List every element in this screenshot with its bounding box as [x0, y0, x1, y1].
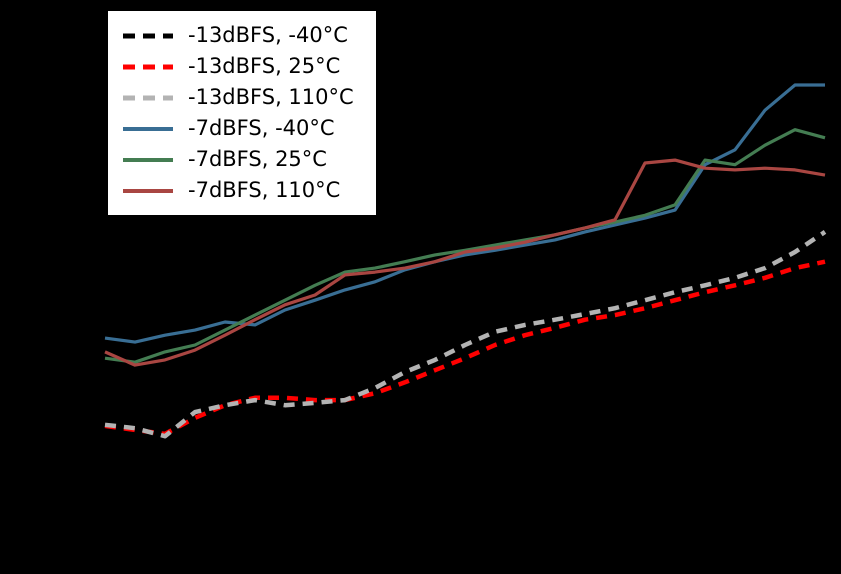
legend-item-label: -13dBFS, 25°C [188, 54, 341, 78]
series-line-13dbfs-n40c [104, 228, 827, 435]
legend-line-swatch-icon [123, 33, 173, 38]
legend-line-swatch-icon [123, 95, 173, 100]
legend-item-7dbfs-25c: -7dBFS, 25°C [122, 144, 354, 175]
legend-line-swatch-icon [123, 157, 173, 162]
legend-item-label: -7dBFS, 25°C [188, 147, 327, 171]
legend-item-7dbfs-110c: -7dBFS, 110°C [122, 175, 354, 206]
legend-item-13dbfs-25c: -13dBFS, 25°C [122, 51, 354, 82]
legend-line-swatch-icon [123, 64, 173, 69]
legend-item-7dbfs-n40c: -7dBFS, -40°C [122, 113, 354, 144]
series-line-7dbfs-25c [104, 128, 826, 364]
legend: -13dBFS, -40°C -13dBFS, 25°C -13dBFS, 110°… [107, 10, 377, 216]
series-line-7dbfs-n40c [104, 83, 825, 344]
legend-line-swatch-icon [123, 126, 173, 131]
legend-item-label: -7dBFS, 110°C [188, 178, 341, 202]
legend-item-label: -7dBFS, -40°C [188, 116, 335, 140]
legend-item-label: -13dBFS, -40°C [188, 23, 348, 47]
legend-item-13dbfs-n40c: -13dBFS, -40°C [122, 20, 354, 51]
series-line-7dbfs-110c [104, 158, 826, 367]
legend-line-swatch-icon [123, 188, 173, 193]
legend-item-label: -13dBFS, 110°C [188, 85, 354, 109]
legend-item-13dbfs-110c: -13dBFS, 110°C [122, 82, 354, 113]
series-line-13dbfs-110c [104, 230, 827, 439]
